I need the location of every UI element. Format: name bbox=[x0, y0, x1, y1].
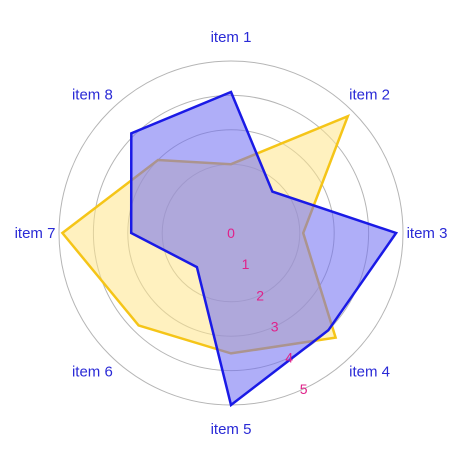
category-label: item 4 bbox=[349, 364, 390, 381]
category-label: item 5 bbox=[211, 421, 252, 438]
radial-tick-label: 2 bbox=[256, 287, 264, 303]
category-label: item 8 bbox=[72, 86, 113, 103]
category-label: item 3 bbox=[407, 225, 448, 242]
radial-tick-label: 1 bbox=[242, 256, 250, 272]
radial-tick-label: 4 bbox=[285, 350, 293, 366]
category-label: item 1 bbox=[211, 29, 252, 46]
radial-tick-label: 5 bbox=[300, 381, 308, 397]
radial-tick-label: 0 bbox=[227, 225, 235, 241]
series-layer bbox=[60, 90, 399, 408]
radial-tick-label: 3 bbox=[271, 319, 279, 335]
category-label: item 6 bbox=[72, 364, 113, 381]
axis-label-layer: item 1 item 2 item 3 item 4 item 5 item 6 item… bbox=[15, 29, 448, 438]
series-2-polygon bbox=[129, 90, 399, 408]
category-label: item 7 bbox=[15, 225, 56, 242]
category-label: item 2 bbox=[349, 86, 390, 103]
